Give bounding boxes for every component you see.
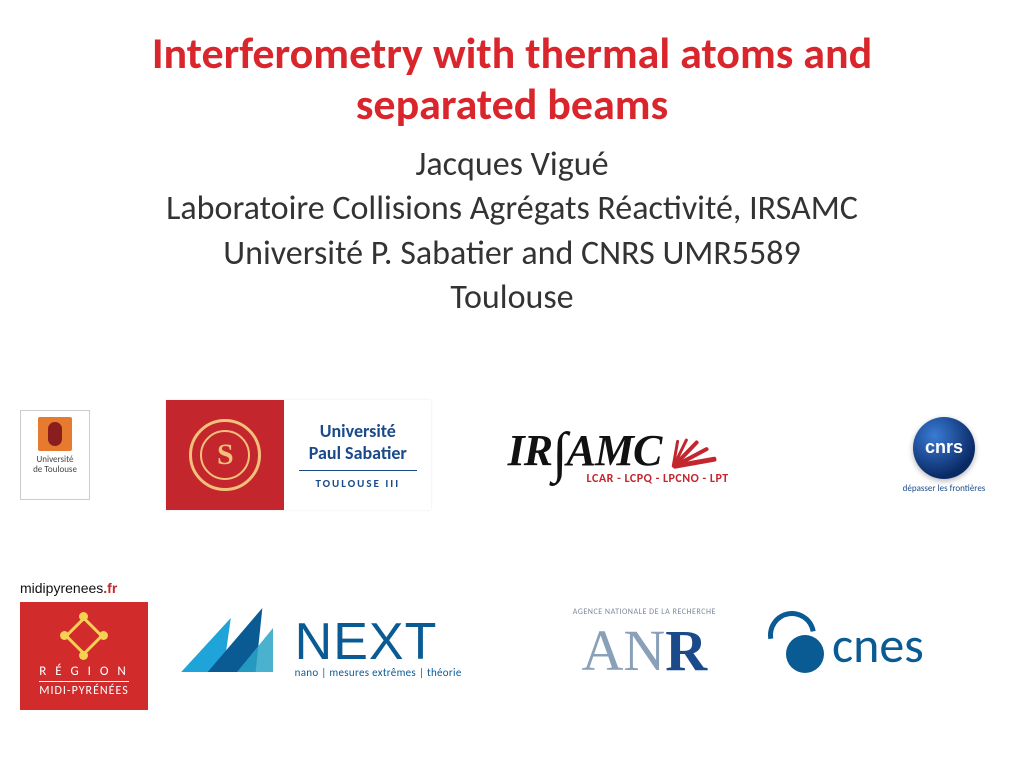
logo-next: NEXT nano | mesures extrêmes | théorie — [185, 604, 515, 686]
logo-cnes: cnes — [774, 613, 1004, 677]
next-subtitle: nano | mesures extrêmes | théorie — [295, 666, 462, 679]
logos-row-2: midipyrenees.fr R É G I O N MIDI-PYRÉNÉE… — [0, 580, 1024, 710]
cnrs-circle-icon: cnrs — [913, 417, 975, 479]
ut-mark-icon — [38, 417, 72, 451]
anr-letter-dark: R — [665, 617, 707, 684]
logo-cnrs: cnrs dépasser les frontières — [884, 417, 1004, 494]
affiliation-line-1: Laboratoire Collisions Agrégats Réactivi… — [0, 187, 1024, 231]
anr-tagline: AGENCE NATIONALE DE LA RECHERCHE — [573, 607, 716, 617]
cnes-mark-icon — [774, 613, 824, 677]
logo-region-midi-pyrenees: midipyrenees.fr R É G I O N MIDI-PYRÉNÉE… — [20, 580, 150, 710]
region-url-red: .fr — [103, 580, 117, 596]
occitan-cross-icon — [62, 614, 106, 658]
logos-row-1: Universitéde Toulouse Université Paul Sa… — [0, 400, 1024, 510]
ps-seal-icon — [166, 400, 284, 510]
logo-irsamc: IR ∫ AMC LCAR - LCPQ - LPCNO - LPT — [508, 425, 808, 486]
irsamc-text-right: AMC — [566, 425, 661, 476]
region-url-black: midipyrenees — [20, 580, 103, 596]
affiliation-city: Toulouse — [0, 276, 1024, 320]
anr-letters-light: AN — [581, 617, 665, 684]
next-mark-icon — [185, 604, 285, 686]
logo-universite-toulouse: Universitéde Toulouse — [20, 410, 90, 500]
slide-title: Interferometry with thermal atoms and se… — [0, 0, 1024, 129]
irsamc-fan-icon — [667, 425, 717, 475]
logo-paul-sabatier: Université Paul Sabatier TOULOUSE III — [166, 400, 431, 510]
ps-line2: Paul Sabatier — [309, 442, 407, 464]
logo-anr: AGENCE NATIONALE DE LA RECHERCHE ANR — [549, 607, 739, 684]
region-line1: R É G I O N — [39, 664, 129, 679]
irsamc-integral-icon: ∫ — [552, 434, 566, 473]
cnrs-tagline: dépasser les frontières — [903, 483, 986, 494]
region-line2: MIDI-PYRÉNÉES — [39, 681, 129, 698]
affiliation-line-2: Université P. Sabatier and CNRS UMR5589 — [0, 232, 1024, 276]
ut-label: Universitéde Toulouse — [33, 455, 77, 475]
ps-line3: TOULOUSE III — [315, 477, 400, 490]
author-name: Jacques Vigué — [0, 143, 1024, 187]
irsamc-text-left: IR — [508, 425, 552, 476]
ps-divider — [299, 470, 417, 471]
ps-line1: Université — [320, 420, 396, 442]
cnes-word: cnes — [832, 615, 924, 676]
next-word: NEXT — [295, 612, 462, 672]
